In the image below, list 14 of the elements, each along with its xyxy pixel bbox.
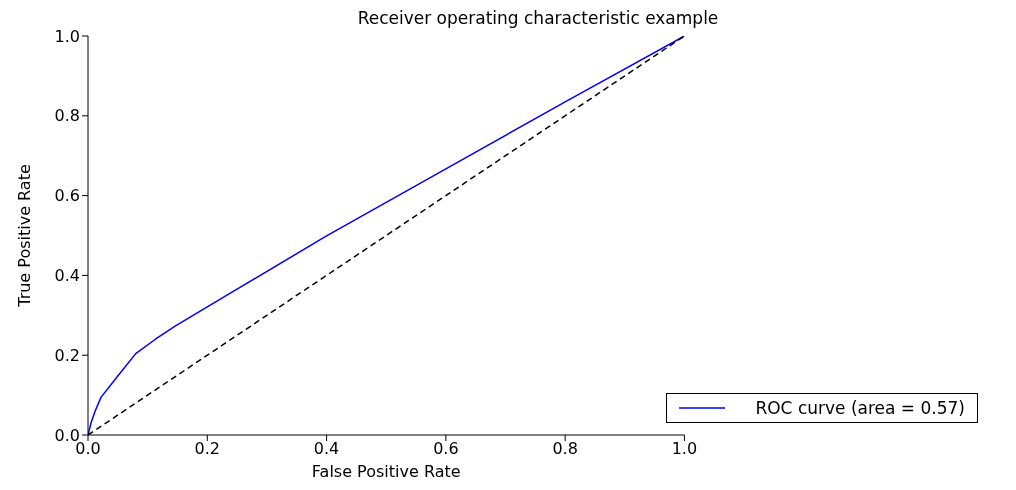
y-tick-label: 1.0 (54, 26, 80, 46)
x-tick-label: 0.8 (552, 439, 578, 459)
x-tick-label: 0.4 (313, 439, 340, 459)
y-tick-label: 0.2 (54, 345, 80, 365)
chart-title: Receiver operating characteristic example (357, 8, 719, 28)
y-tick-label: 0.8 (54, 106, 80, 126)
x-tick-label: 0.2 (194, 439, 221, 459)
legend-label: ROC curve (area = 0.57) (755, 398, 965, 418)
x-axis-title: False Positive Rate (311, 462, 461, 481)
x-tick-label: 0.6 (433, 439, 459, 459)
y-tick-label: 0.6 (54, 186, 80, 206)
y-tick-label: 0.4 (54, 266, 80, 286)
y-axis-title: True Positive Rate (14, 164, 34, 308)
x-tick-label: 1.0 (671, 439, 698, 459)
